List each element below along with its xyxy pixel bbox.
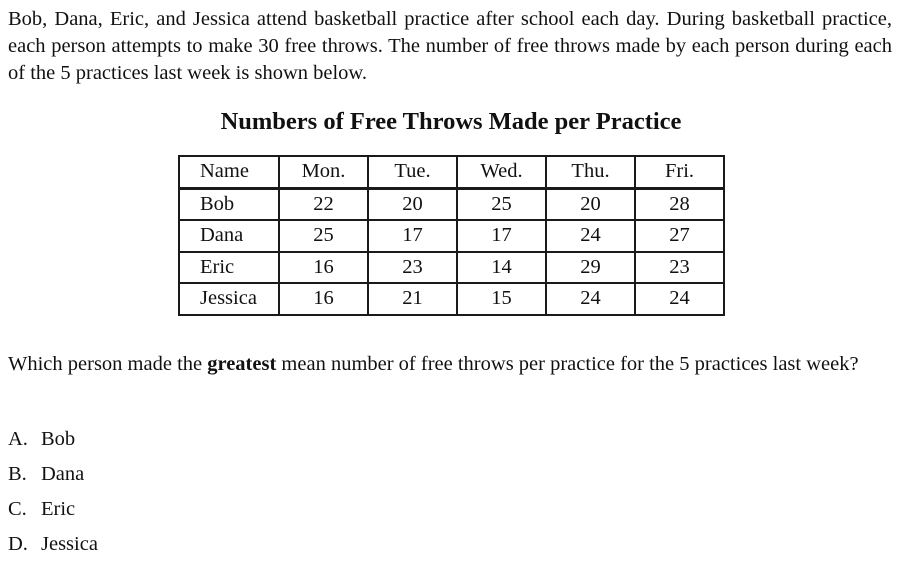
table-cell: 27 <box>634 219 725 253</box>
answer-options: A. Bob B. Dana C. Eric D. Jessica <box>8 426 98 566</box>
answer-option-b[interactable]: B. Dana <box>8 461 98 496</box>
header-cell-name: Name <box>178 155 280 190</box>
table-cell: Bob <box>178 187 280 221</box>
table-cell: 28 <box>634 187 725 221</box>
table-cell: 16 <box>278 250 369 284</box>
table-cell: 23 <box>367 250 458 284</box>
header-cell-mon: Mon. <box>278 155 369 190</box>
answer-option-c[interactable]: C. Eric <box>8 496 98 531</box>
table-header-row: Name Mon. Tue. Wed. Thu. Fri. <box>178 155 725 190</box>
table-cell: 17 <box>367 219 458 253</box>
table-cell: 16 <box>278 282 369 316</box>
header-cell-wed: Wed. <box>456 155 547 190</box>
table-cell: 22 <box>278 187 369 221</box>
table-cell: 21 <box>367 282 458 316</box>
table-title-text: Numbers of Free Throws Made per Practice <box>220 108 682 135</box>
question-before: Which person made the <box>8 353 208 375</box>
table-cell: 20 <box>367 187 458 221</box>
option-text: Bob <box>41 428 76 450</box>
option-text: Eric <box>41 498 76 520</box>
table-cell: Dana <box>178 219 280 253</box>
table-cell: 23 <box>634 250 725 284</box>
header-cell-thu: Thu. <box>545 155 636 190</box>
table-cell: Eric <box>178 250 280 284</box>
option-letter: C. <box>8 498 27 520</box>
table-cell: 24 <box>545 282 636 316</box>
table-cell: 25 <box>456 187 547 221</box>
question-after: mean number of free throws per practice … <box>276 353 859 375</box>
option-text: Dana <box>41 463 85 485</box>
option-letter: D. <box>8 533 28 555</box>
table-title: Numbers of Free Throws Made per Practice <box>0 108 900 136</box>
table-row: Bob 22 20 25 20 28 <box>178 187 725 221</box>
table-cell: 20 <box>545 187 636 221</box>
question-text: Which person made the greatest mean numb… <box>8 351 892 378</box>
table-cell: Jessica <box>178 282 280 316</box>
table-row: Jessica 16 21 15 24 24 <box>178 282 725 316</box>
table-cell: 14 <box>456 250 547 284</box>
table-row: Eric 16 23 14 29 23 <box>178 250 725 284</box>
header-cell-fri: Fri. <box>634 155 725 190</box>
answer-option-a[interactable]: A. Bob <box>8 426 98 461</box>
header-cell-tue: Tue. <box>367 155 458 190</box>
answer-option-d[interactable]: D. Jessica <box>8 531 98 566</box>
option-letter: A. <box>8 428 28 450</box>
option-text: Jessica <box>41 533 98 555</box>
intro-paragraph: Bob, Dana, Eric, and Jessica attend bask… <box>8 8 892 84</box>
table-cell: 24 <box>545 219 636 253</box>
table-row: Dana 25 17 17 24 27 <box>178 219 725 253</box>
option-letter: B. <box>8 463 27 485</box>
table-cell: 15 <box>456 282 547 316</box>
free-throws-table: Name Mon. Tue. Wed. Thu. Fri. Bob 22 20 … <box>178 155 725 316</box>
table-cell: 24 <box>634 282 725 316</box>
table-cell: 17 <box>456 219 547 253</box>
table-cell: 25 <box>278 219 369 253</box>
question-emphasis: greatest <box>207 353 277 375</box>
table-cell: 29 <box>545 250 636 284</box>
